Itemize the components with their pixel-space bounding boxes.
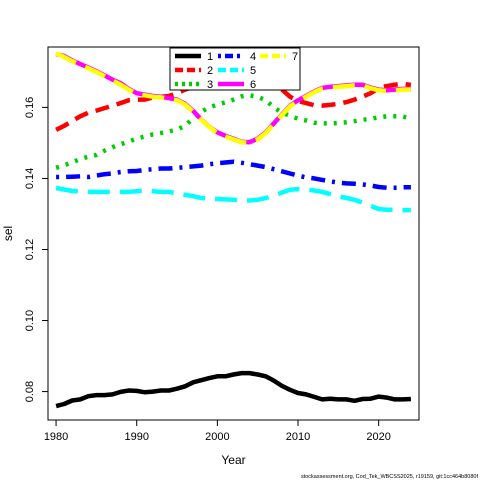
series-line-5 [55,185,411,213]
x-tick-label: 2020 [366,431,390,443]
legend-label-1: 1 [207,51,213,63]
x-tick-label: 1980 [44,431,68,443]
x-tick-label: 2010 [286,431,310,443]
y-tick-label: 0.16 [24,97,36,118]
legend-label-5: 5 [250,65,256,77]
y-tick-label: 0.14 [24,168,36,189]
legend-label-7: 7 [292,51,298,63]
x-axis: 1980 1990 2000 2010 2020 [44,420,391,443]
x-tick-label: 2000 [205,431,229,443]
series-line-3 [55,93,412,170]
series-line-7 [55,51,411,146]
legend-label-3: 3 [207,79,213,91]
plot-frame [47,46,420,421]
y-axis: 0.08 0.10 0.12 0.14 0.16 [24,97,48,402]
x-tick-label: 1990 [124,431,148,443]
legend-label-2: 2 [207,65,213,77]
series-line-4 [56,159,411,190]
legend-label-6: 6 [250,79,256,91]
x-axis-label: Year [221,453,245,467]
y-tick-label: 0.08 [24,381,36,402]
y-tick-label: 0.12 [24,239,36,260]
legend: 1 2 3 4 5 6 7 [169,47,301,91]
footnote: stockassessment.org, Cod_Tek_WBCSS2025, … [301,474,478,480]
y-tick-label: 0.10 [24,310,36,331]
legend-label-4: 4 [250,51,256,63]
y-axis-label: sel [1,226,15,241]
series-line-1 [55,370,412,409]
